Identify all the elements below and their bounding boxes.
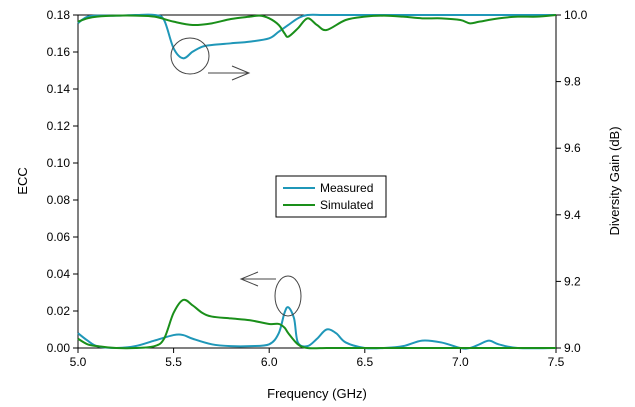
x-axis-ticks: 5.0 5.5 6.0 6.5 7.0 7.5 [70, 348, 565, 369]
y-tick-label: 0.16 [47, 45, 71, 59]
y2-axis-ticks: 9.0 9.2 9.4 9.6 9.8 10.0 [556, 8, 588, 355]
legend-label-simulated: Simulated [320, 198, 373, 212]
y-tick-label: 0.06 [47, 230, 71, 244]
annotations [170, 37, 302, 317]
legend-box [275, 175, 387, 218]
lower-annotation-circle [274, 275, 302, 317]
y2-tick-label: 10.0 [564, 8, 588, 22]
y-tick-label: 0.08 [47, 193, 71, 207]
upper-annotation-arrowhead [231, 65, 251, 81]
y-tick-label: 0.00 [47, 341, 71, 355]
y-tick-label: 0.14 [47, 82, 71, 96]
y-tick-label: 0.18 [47, 8, 71, 22]
y-axis-title: ECC [15, 167, 30, 194]
series-line-simulated-diversity-gain [77, 14, 557, 38]
y2-tick-label: 9.6 [564, 141, 581, 155]
y2-axis-title: Diversity Gain (dB) [607, 126, 622, 235]
y-tick-label: 0.04 [47, 267, 71, 281]
y2-tick-label: 9.0 [564, 341, 581, 355]
y-tick-label: 0.12 [47, 119, 71, 133]
x-tick-label: 5.0 [70, 355, 87, 369]
y2-tick-label: 9.4 [564, 208, 581, 222]
x-axis-title: Frequency (GHz) [267, 386, 367, 401]
y2-tick-label: 9.8 [564, 75, 581, 89]
x-tick-label: 7.0 [452, 355, 469, 369]
x-tick-label: 5.5 [165, 355, 182, 369]
x-tick-label: 6.5 [356, 355, 373, 369]
series-line-simulated-ecc [77, 298, 556, 350]
series-lines [77, 13, 557, 350]
legend: Measured Simulated [275, 175, 387, 218]
y-tick-label: 0.02 [47, 304, 71, 318]
upper-annotation-circle [170, 37, 210, 75]
legend-label-measured: Measured [320, 181, 373, 195]
lower-annotation-arrowhead [239, 271, 259, 287]
x-tick-label: 6.0 [261, 355, 278, 369]
series-line-measured-ecc [77, 306, 557, 350]
y2-tick-label: 9.2 [564, 274, 581, 288]
y-tick-label: 0.10 [47, 156, 71, 170]
y-axis-ticks: 0.00 0.02 0.04 0.06 0.08 0.10 0.12 0.14 0.16 0.18 [47, 8, 78, 355]
x-tick-label: 7.5 [548, 355, 565, 369]
